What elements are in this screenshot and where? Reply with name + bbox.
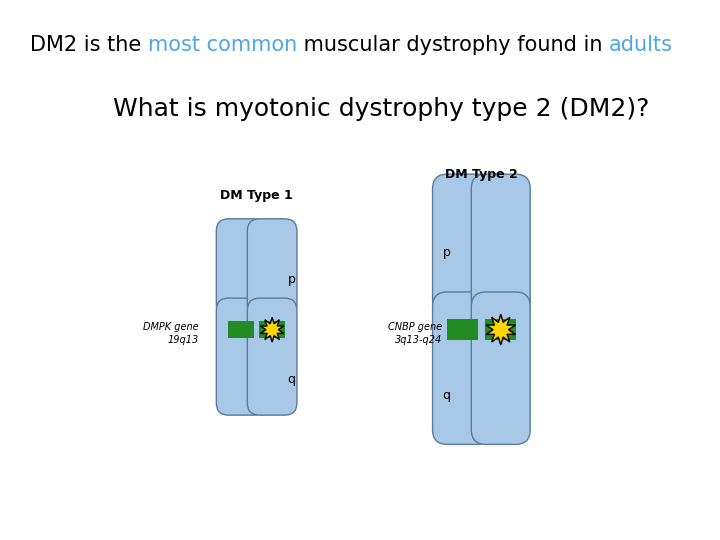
FancyBboxPatch shape (248, 219, 297, 316)
Polygon shape (486, 314, 516, 345)
FancyBboxPatch shape (433, 292, 492, 444)
FancyBboxPatch shape (216, 298, 266, 415)
Bar (228, 321, 254, 338)
Text: DM2 is the: DM2 is the (30, 35, 148, 55)
Bar (485, 319, 516, 340)
FancyBboxPatch shape (433, 174, 492, 315)
Bar (259, 321, 285, 338)
Text: CNBP gene
3q13-q24: CNBP gene 3q13-q24 (389, 322, 443, 345)
Text: q: q (442, 389, 451, 402)
Text: p: p (443, 246, 451, 259)
Text: most common: most common (148, 35, 297, 55)
FancyBboxPatch shape (248, 298, 297, 415)
Polygon shape (261, 318, 284, 342)
Bar (446, 319, 477, 340)
FancyBboxPatch shape (472, 174, 530, 315)
FancyBboxPatch shape (216, 219, 266, 316)
Text: DM Type 1: DM Type 1 (220, 189, 293, 202)
FancyBboxPatch shape (472, 292, 530, 444)
Text: DMPK gene
19q13: DMPK gene 19q13 (143, 322, 199, 345)
Text: adults: adults (609, 35, 673, 55)
Text: DM Type 2: DM Type 2 (445, 167, 518, 181)
Text: q: q (287, 373, 296, 386)
Text: p: p (287, 273, 295, 286)
Text: What is myotonic dystrophy type 2 (DM2)?: What is myotonic dystrophy type 2 (DM2)? (113, 97, 649, 121)
Text: muscular dystrophy found in: muscular dystrophy found in (297, 35, 609, 55)
